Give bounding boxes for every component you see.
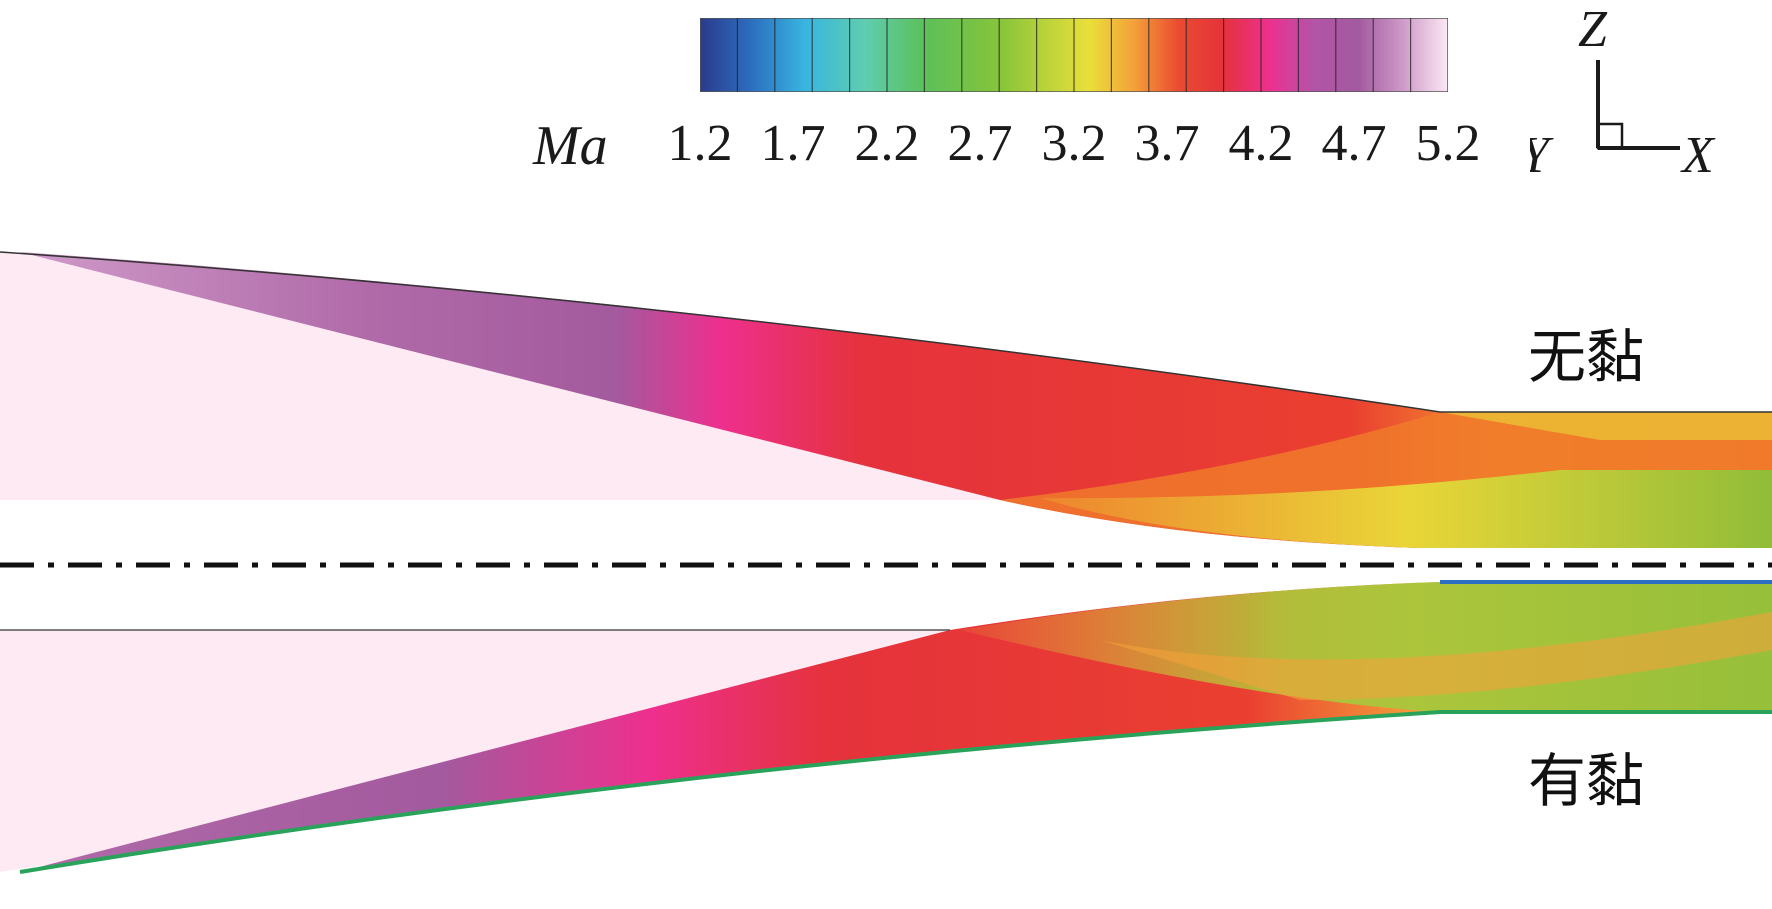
z-axis-label: Z <box>1578 1 1608 58</box>
colorbar-tick-label: 5.2 <box>1415 115 1481 172</box>
mach-contour-field <box>0 251 1772 874</box>
colorbar-tick-label: 3.7 <box>1134 115 1200 172</box>
mach-colorbar <box>700 18 1448 92</box>
inviscid-flow-panel <box>0 251 1772 548</box>
colorbar-tick-label: 2.2 <box>854 115 920 172</box>
y-axis-label: Y <box>1530 127 1554 184</box>
colorbar-tick-label: 1.7 <box>760 115 826 172</box>
colorbar-tick-label: 2.7 <box>947 115 1013 172</box>
colorbar-tick-label: 4.7 <box>1321 115 1387 172</box>
inviscid-label: 无黏 <box>1528 323 1645 391</box>
colorbar-tick-label: 3.2 <box>1041 115 1107 172</box>
x-axis-label: X <box>1680 127 1716 184</box>
colorbar-tick-label: 4.2 <box>1228 115 1294 172</box>
viscous-label: 有黏 <box>1528 747 1645 815</box>
viscous-flow-panel <box>0 580 1772 874</box>
coordinate-axes: Z Y X <box>1530 1 1716 184</box>
colorbar-tick-label: 1.2 <box>667 115 733 172</box>
mach-variable-label: Ma <box>533 115 608 177</box>
